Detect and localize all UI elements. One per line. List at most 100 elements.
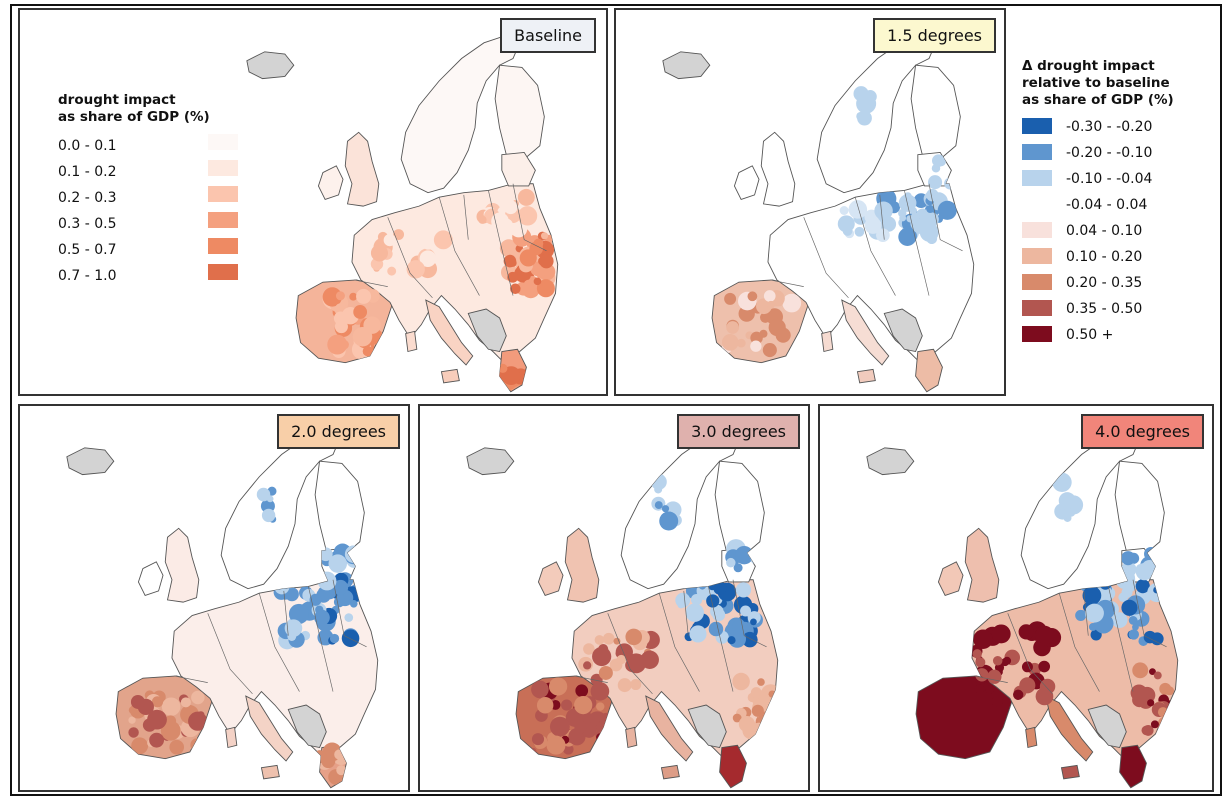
- legend-delta-row: -0.20 - -0.10: [1022, 141, 1222, 167]
- national-border: [607, 613, 653, 695]
- national-border: [354, 279, 388, 287]
- nuts-region-patch: [987, 669, 1002, 684]
- europe-map-baseline: [246, 35, 559, 393]
- nuts-region-patch: [762, 342, 777, 358]
- legend-delta-row: 0.04 - 0.10: [1022, 219, 1222, 245]
- region-ireland: [537, 561, 564, 596]
- nuts-region-patch: [478, 215, 487, 224]
- region-sardinia: [225, 726, 238, 749]
- nuts-region-patch: [1149, 668, 1156, 676]
- nuts-region-patch: [327, 334, 348, 355]
- legend-baseline-row: 0.2 - 0.3: [58, 186, 258, 212]
- legend-delta-row: 0.10 - 0.20: [1022, 245, 1222, 271]
- legend-baseline-label: 0.5 - 0.7: [58, 242, 117, 258]
- nuts-region-patch: [288, 603, 309, 624]
- legend-delta-title-2: relative to baseline: [1022, 75, 1170, 91]
- nuts-region-patch: [334, 749, 345, 760]
- region-finland: [714, 460, 765, 556]
- nuts-region-patch: [757, 678, 765, 686]
- nuts-region-patch: [583, 661, 592, 670]
- nuts-region-patch: [1118, 592, 1128, 603]
- national-border: [1058, 593, 1100, 692]
- nuts-region-patch: [1153, 671, 1162, 680]
- legend-delta-swatch: [1022, 326, 1052, 342]
- region-balkans_grey: [687, 704, 727, 749]
- nuts-region-patch: [926, 188, 939, 202]
- region-ireland: [317, 165, 344, 200]
- nuts-region-patch: [266, 495, 274, 503]
- nuts-region-patch: [147, 709, 167, 730]
- nuts-region-patch: [992, 656, 1003, 666]
- nuts-region-patch: [1075, 609, 1087, 621]
- legend-baseline-label: 0.2 - 0.3: [58, 190, 117, 206]
- nuts-region-patch: [733, 563, 743, 573]
- nuts-region-patch: [750, 618, 757, 626]
- nuts-region-patch: [363, 316, 381, 334]
- national-border: [387, 217, 433, 299]
- nuts-region-patch: [661, 505, 670, 513]
- nuts-region-patch: [180, 697, 191, 708]
- legend-delta-label: 0.35 - 0.50: [1066, 301, 1143, 317]
- nuts-region-patch: [169, 739, 185, 755]
- legend-baseline-label: 0.0 - 0.1: [58, 138, 117, 154]
- nuts-region-patch: [1132, 662, 1149, 679]
- nuts-region-patch: [767, 706, 778, 718]
- nuts-region-patch: [675, 592, 691, 608]
- nuts-region-patch: [590, 673, 603, 686]
- nuts-region-patch: [760, 312, 771, 323]
- nuts-region-patch: [318, 547, 333, 562]
- nuts-region-patch: [1150, 720, 1159, 729]
- nuts-region-patch: [536, 697, 554, 714]
- region-britain: [344, 131, 380, 207]
- national-border: [1108, 586, 1134, 692]
- nuts-region-patch: [782, 293, 802, 313]
- europe-map-3-0-degrees: [466, 431, 779, 789]
- legend-delta-swatch: [1022, 118, 1052, 134]
- nuts-region-patch: [837, 215, 855, 233]
- nuts-region-patch: [190, 738, 205, 753]
- nuts-region-patch: [1013, 689, 1024, 700]
- region-sicily: [660, 764, 680, 780]
- national-border: [207, 613, 253, 695]
- region-greece: [1119, 744, 1147, 789]
- region-iceland: [466, 447, 515, 476]
- nuts-region-patch: [356, 288, 372, 304]
- legend-baseline-row: 0.5 - 0.7: [58, 238, 258, 264]
- europe-map-2-0-degrees: [66, 431, 379, 789]
- legend-baseline-title-1: drought impact: [58, 92, 176, 108]
- nuts-region-patch: [1135, 563, 1154, 581]
- nuts-region-patch: [574, 721, 587, 734]
- legend-delta-label: -0.10 - -0.04: [1066, 171, 1153, 187]
- nuts-region-patch: [1132, 692, 1147, 708]
- nuts-region-patch: [561, 699, 573, 711]
- nuts-region-patch: [750, 687, 762, 699]
- legend-baseline-label: 0.3 - 0.5: [58, 216, 117, 232]
- nuts-region-patch: [726, 557, 736, 568]
- nuts-region-patch: [839, 206, 849, 215]
- nuts-region-patch: [732, 620, 744, 632]
- nuts-region-patch: [698, 582, 706, 590]
- nuts-region-patch: [937, 200, 957, 220]
- nuts-region-patch: [727, 636, 736, 645]
- national-border: [438, 197, 480, 296]
- nuts-region-patch: [906, 215, 914, 223]
- nuts-region-patch: [689, 625, 707, 643]
- legend-delta-swatch: [1022, 196, 1052, 212]
- nuts-region-patch: [972, 649, 982, 659]
- legend-delta-swatch: [1022, 222, 1052, 238]
- legend-delta-label: 0.50 +: [1066, 327, 1114, 343]
- region-baltics: [501, 151, 536, 187]
- nuts-region-patch: [535, 267, 546, 278]
- nuts-region-patch: [274, 579, 290, 595]
- nuts-region-patch: [1084, 603, 1104, 623]
- nuts-region-patch: [261, 508, 276, 523]
- nuts-region-patch: [1147, 699, 1155, 707]
- nuts-region-patch: [991, 695, 1003, 708]
- nuts-region-patch: [933, 178, 942, 187]
- nuts-region-patch: [383, 233, 396, 247]
- legend-baseline-row: 0.0 - 0.1: [58, 134, 258, 160]
- nuts-region-patch: [1142, 725, 1154, 736]
- nuts-region-patch: [575, 684, 589, 698]
- region-ireland: [137, 561, 164, 596]
- nuts-region-patch: [414, 238, 422, 247]
